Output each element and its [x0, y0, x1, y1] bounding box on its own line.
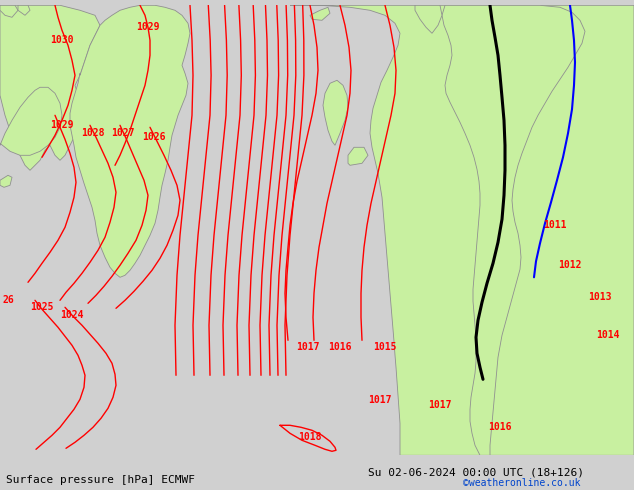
Text: Surface pressure [hPa] ECMWF: Surface pressure [hPa] ECMWF: [6, 475, 195, 485]
Text: 1018: 1018: [298, 432, 321, 442]
Text: 1017: 1017: [428, 400, 452, 410]
Polygon shape: [310, 7, 330, 20]
Text: Su 02-06-2024 00:00 UTC (18+126): Su 02-06-2024 00:00 UTC (18+126): [368, 468, 584, 478]
Text: 1011: 1011: [543, 220, 567, 230]
Text: 1030: 1030: [50, 35, 74, 45]
Text: ©weatheronline.co.uk: ©weatheronline.co.uk: [463, 478, 580, 488]
Polygon shape: [0, 87, 62, 155]
Text: 1029: 1029: [136, 23, 160, 32]
Polygon shape: [290, 5, 634, 455]
Text: 1025: 1025: [30, 302, 54, 312]
Polygon shape: [415, 5, 442, 33]
Text: 1028: 1028: [81, 128, 105, 138]
Text: 26: 26: [2, 295, 14, 305]
Polygon shape: [0, 175, 12, 187]
Text: 1016: 1016: [488, 422, 512, 432]
Text: 1016: 1016: [328, 343, 352, 352]
Text: 1012: 1012: [559, 260, 582, 270]
Polygon shape: [0, 5, 100, 171]
Text: 1017: 1017: [296, 343, 320, 352]
Text: 1024: 1024: [60, 310, 84, 320]
Text: 1014: 1014: [596, 330, 620, 340]
Polygon shape: [0, 5, 18, 17]
Polygon shape: [442, 5, 585, 455]
Text: 1027: 1027: [111, 128, 135, 138]
Text: 1013: 1013: [588, 293, 612, 302]
Text: 1017: 1017: [368, 395, 392, 405]
Text: 1015: 1015: [373, 343, 397, 352]
Polygon shape: [348, 147, 368, 165]
Text: 1026: 1026: [142, 132, 165, 142]
Polygon shape: [70, 5, 190, 277]
Text: 1029: 1029: [50, 121, 74, 130]
Polygon shape: [323, 80, 348, 146]
Polygon shape: [18, 5, 30, 15]
